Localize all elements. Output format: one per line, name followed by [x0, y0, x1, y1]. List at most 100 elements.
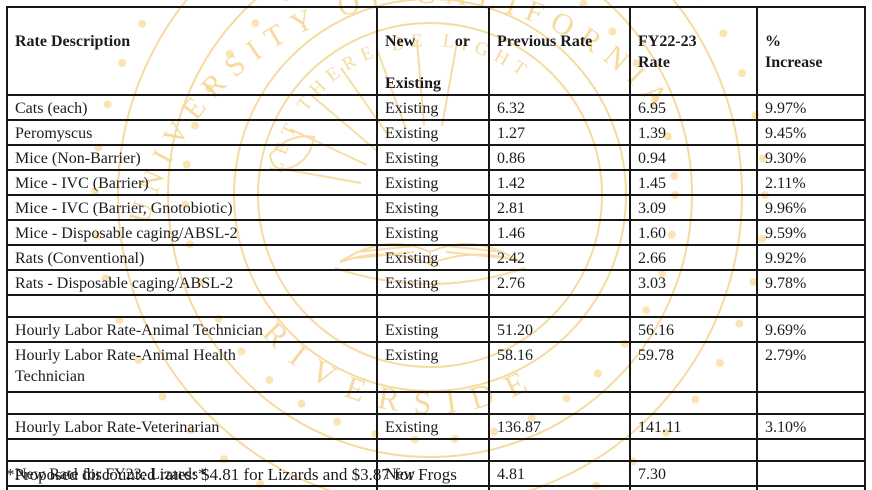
cell-new-or-existing: Existing [376, 316, 490, 343]
header-rate-description: Rate Description [6, 6, 378, 96]
header-new-or-line: New or [385, 31, 482, 52]
cell-rate-description [6, 294, 378, 318]
cell-new-or-existing: Existing [376, 244, 490, 271]
cell-new-or-existing: Existing [376, 413, 490, 440]
cell-new-or-existing [376, 391, 490, 415]
table-row: New Rate for FY23: Lizards* New 4.81 7.30 [6, 460, 866, 487]
table-row: Hourly Labor Rate-Animal Technician Exist… [6, 316, 866, 343]
rates-table: Rate Description New or Existing Previou… [6, 6, 866, 490]
cell-previous-rate: 0.86 [488, 144, 631, 171]
cell-percent-increase [756, 294, 866, 318]
cell-new-or-existing [376, 294, 490, 318]
cell-fy22-23-rate: 6.95 [629, 94, 758, 121]
spacer-row [6, 391, 866, 415]
cell-percent-increase: 2.11% [756, 169, 866, 196]
cell-previous-rate: 2.42 [488, 244, 631, 271]
table-row: Mice - Disposable caging/ABSL-2 Existing 1… [6, 219, 866, 246]
cell-percent-increase: 9.92% [756, 244, 866, 271]
cell-percent-increase: 9.78% [756, 269, 866, 296]
cell-percent-increase [756, 438, 866, 462]
cell-percent-increase: 9.96% [756, 194, 866, 221]
table-row: Rats (Conventional) Existing 2.42 2.66 9.92% [6, 244, 866, 271]
cell-previous-rate: 1.46 [488, 219, 631, 246]
cell-percent-increase [756, 391, 866, 415]
cell-fy22-23-rate [629, 391, 758, 415]
cell-fy22-23-rate: 1.60 [629, 219, 758, 246]
cell-previous-rate: 6.32 [488, 94, 631, 121]
header-previous-rate: Previous Rate [488, 6, 631, 96]
cell-new-or-existing: Existing [376, 269, 490, 296]
cell-rate-description: New Rate for FY23: Frogs* [6, 485, 378, 490]
cell-rate-description: Cats (each) [6, 94, 378, 121]
cell-rate-description: Mice - IVC (Barrier) [6, 169, 378, 196]
cell-new-or-existing: New [376, 485, 490, 490]
cell-previous-rate: 136.87 [488, 413, 631, 440]
cell-new-or-existing: Existing [376, 119, 490, 146]
cell-percent-increase: 9.97% [756, 94, 866, 121]
table-row: Cats (each) Existing 6.32 6.95 9.97% [6, 94, 866, 121]
table-row: Hourly Labor Rate-Veterinarian Existing 13… [6, 413, 866, 440]
cell-rate-description: Mice - Disposable caging/ABSL-2 [6, 219, 378, 246]
cell-previous-rate: 3.87 [488, 485, 631, 490]
cell-rate-description: Mice - IVC (Barrier, Gnotobiotic) [6, 194, 378, 221]
table-header-row: Rate Description New or Existing Previou… [6, 6, 866, 96]
cell-previous-rate: 51.20 [488, 316, 631, 343]
cell-rate-description [6, 438, 378, 462]
cell-new-or-existing: Existing [376, 341, 490, 393]
cell-new-or-existing [376, 438, 490, 462]
rates-table-body: Cats (each) Existing 6.32 6.95 9.97% Peromysc… [6, 94, 866, 490]
cell-previous-rate: 2.76 [488, 269, 631, 296]
header-rate-description-label: Rate Description [15, 33, 131, 50]
cell-rate-description: Mice (Non-Barrier) [6, 144, 378, 171]
cell-new-or-existing: Existing [376, 219, 490, 246]
spacer-row [6, 438, 866, 462]
header-fy22-23-rate: FY22-23 Rate [629, 6, 758, 96]
table-row: Rats - Disposable caging/ABSL-2 Existing 2… [6, 269, 866, 296]
cell-fy22-23-rate: 141.11 [629, 413, 758, 440]
cell-rate-description: Peromyscus [6, 119, 378, 146]
cell-fy22-23-rate: 3.03 [629, 269, 758, 296]
cell-previous-rate: 1.27 [488, 119, 631, 146]
cell-previous-rate [488, 438, 631, 462]
cell-new-or-existing: Existing [376, 94, 490, 121]
cell-rate-description: Hourly Labor Rate-Animal Health Technici… [6, 341, 378, 393]
cell-rate-description [6, 391, 378, 415]
cell-fy22-23-rate: 5.78 [629, 485, 758, 490]
footnote: *Proposed discounted rates: $4.81 for Li… [6, 465, 457, 484]
cell-previous-rate [488, 294, 631, 318]
cell-new-or-existing: Existing [376, 144, 490, 171]
table-row: Mice (Non-Barrier) Existing 0.86 0.94 9.30% [6, 144, 866, 171]
cell-new-or-existing: New [376, 460, 490, 487]
cell-fy22-23-rate: 7.30 [629, 460, 758, 487]
cell-fy22-23-rate: 3.09 [629, 194, 758, 221]
cell-previous-rate: 4.81 [488, 460, 631, 487]
cell-percent-increase: 9.59% [756, 219, 866, 246]
table-row: Hourly Labor Rate-Animal Health Technici… [6, 341, 866, 393]
table-row: New Rate for FY23: Frogs*New3.875.78 [6, 485, 866, 490]
header-existing-label: Existing [385, 75, 442, 92]
header-new-or-existing: New or Existing [376, 6, 490, 96]
cell-rate-description: Hourly Labor Rate-Animal Technician [6, 316, 378, 343]
cell-percent-increase: 3.10% [756, 413, 866, 440]
header-percent-increase: % Increase [756, 6, 866, 96]
cell-previous-rate [488, 391, 631, 415]
cell-percent-increase: 9.45% [756, 119, 866, 146]
cell-fy22-23-rate: 1.39 [629, 119, 758, 146]
cell-fy22-23-rate: 2.66 [629, 244, 758, 271]
header-or-label: or [454, 33, 470, 50]
spacer-row [6, 294, 866, 318]
cell-percent-increase [756, 460, 866, 487]
table-row: Mice - IVC (Barrier) Existing 1.42 1.45 2.11… [6, 169, 866, 196]
cell-percent-increase: 9.69% [756, 316, 866, 343]
cell-rate-description: Rats - Disposable caging/ABSL-2 [6, 269, 378, 296]
cell-fy22-23-rate [629, 294, 758, 318]
header-new-label: New [385, 33, 416, 50]
cell-fy22-23-rate: 59.78 [629, 341, 758, 393]
header-fy22-23-rate-label: FY22-23 Rate [638, 33, 697, 71]
cell-percent-increase: 9.30% [756, 144, 866, 171]
header-percent-increase-label: % Increase [765, 33, 823, 71]
cell-percent-increase [756, 485, 866, 490]
cell-fy22-23-rate: 56.16 [629, 316, 758, 343]
cell-previous-rate: 2.81 [488, 194, 631, 221]
